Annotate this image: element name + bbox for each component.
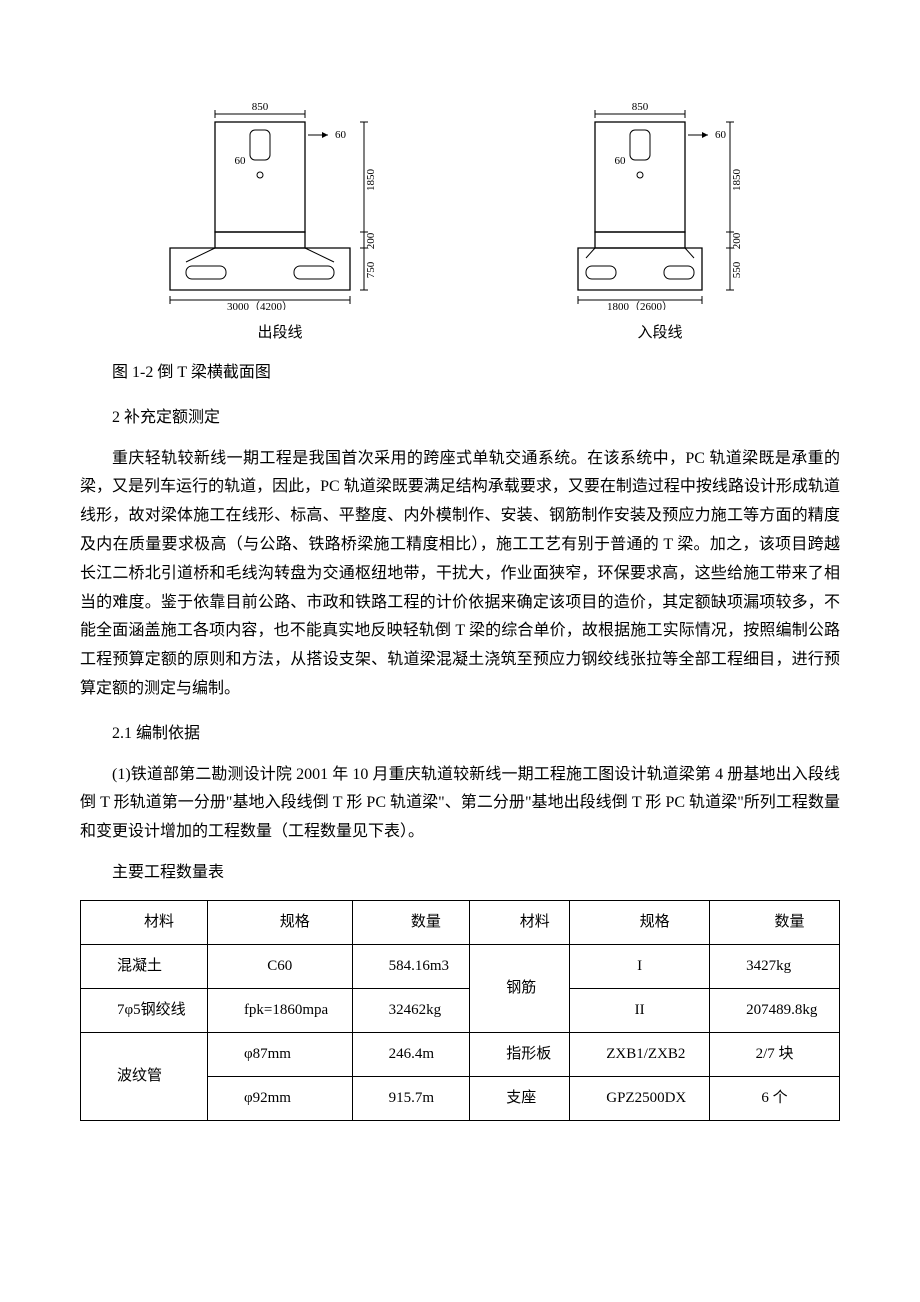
td: GPZ2500DX — [570, 1076, 710, 1120]
diagram-left-svg: 850 60 60 1850 — [150, 100, 410, 310]
table-row: 波纹管 φ87mm 246.4m 指形板 ZXB1/ZXB2 2/7 块 — [81, 1032, 840, 1076]
table-row: 7φ5钢绞线 fpk=1860mpa 32462kg II 207489.8kg — [81, 988, 840, 1032]
diagram-left-block: 850 60 60 1850 — [150, 100, 410, 347]
td: 915.7m — [352, 1076, 470, 1120]
dim-right-h2: 200 — [731, 232, 743, 249]
dim-right-topwidth: 850 — [632, 101, 649, 113]
diagram-right-caption: 入段线 — [637, 320, 682, 347]
th-1: 规格 — [207, 900, 352, 944]
dim-left-basewidth: 3000（4200） — [227, 300, 293, 310]
td: 支座 — [470, 1076, 570, 1120]
td: φ92mm — [207, 1076, 352, 1120]
th-2: 数量 — [352, 900, 470, 944]
td: 2/7 块 — [710, 1032, 840, 1076]
td: 3427kg — [710, 944, 840, 988]
section2-title: 2 补充定额测定 — [80, 404, 840, 433]
paragraph-2: (1)铁道部第二勘测设计院 2001 年 10 月重庆轨道较新线一期工程施工图设… — [80, 761, 840, 847]
table-header-row: 材料 规格 数量 材料 规格 数量 — [81, 900, 840, 944]
dim-left-arrow: 60 — [335, 129, 347, 141]
td: 钢筋 — [470, 944, 570, 1032]
td: 7φ5钢绞线 — [81, 988, 208, 1032]
figure-caption: 图 1-2 倒 T 梁横截面图 — [80, 359, 840, 388]
td: 6 个 — [710, 1076, 840, 1120]
td: 246.4m — [352, 1032, 470, 1076]
diagram-left-caption: 出段线 — [257, 320, 302, 347]
quantities-table: 材料 规格 数量 材料 规格 数量 混凝土 C60 584.16m3 钢筋 I … — [80, 900, 840, 1121]
td: I — [570, 944, 710, 988]
td: φ87mm — [207, 1032, 352, 1076]
paragraph-1: 重庆轻轨较新线一期工程是我国首次采用的跨座式单轨交通系统。在该系统中，PC 轨道… — [80, 445, 840, 704]
dim-left-inner: 60 — [235, 155, 247, 167]
dim-left-h1: 1850 — [365, 169, 377, 192]
diagrams-row: 850 60 60 1850 — [80, 100, 840, 347]
td: 584.16m3 — [352, 944, 470, 988]
th-4: 规格 — [570, 900, 710, 944]
th-5: 数量 — [710, 900, 840, 944]
dim-left-topwidth: 850 — [252, 101, 269, 113]
table-title: 主要工程数量表 — [80, 859, 840, 888]
dim-right-arrow: 60 — [715, 129, 727, 141]
td: 32462kg — [352, 988, 470, 1032]
th-0: 材料 — [81, 900, 208, 944]
td: ZXB1/ZXB2 — [570, 1032, 710, 1076]
dim-right-basewidth: 1800（2600） — [607, 300, 673, 310]
diagram-right-svg: 850 60 60 1850 200 550 — [550, 100, 770, 310]
table-row: 混凝土 C60 584.16m3 钢筋 I 3427kg — [81, 944, 840, 988]
th-3: 材料 — [470, 900, 570, 944]
td: C60 — [207, 944, 352, 988]
td: fpk=1860mpa — [207, 988, 352, 1032]
diagram-right-block: 850 60 60 1850 200 550 — [550, 100, 770, 347]
td: 混凝土 — [81, 944, 208, 988]
td: 指形板 — [470, 1032, 570, 1076]
dim-left-h2: 200 — [365, 232, 377, 249]
section21-title: 2.1 编制依据 — [80, 720, 840, 749]
dim-left-h3: 750 — [365, 261, 377, 278]
dim-right-inner: 60 — [615, 155, 627, 167]
dim-right-h3: 550 — [731, 261, 743, 278]
td: 207489.8kg — [710, 988, 840, 1032]
td: 波纹管 — [81, 1032, 208, 1120]
td: II — [570, 988, 710, 1032]
dim-right-h1: 1850 — [731, 169, 743, 192]
